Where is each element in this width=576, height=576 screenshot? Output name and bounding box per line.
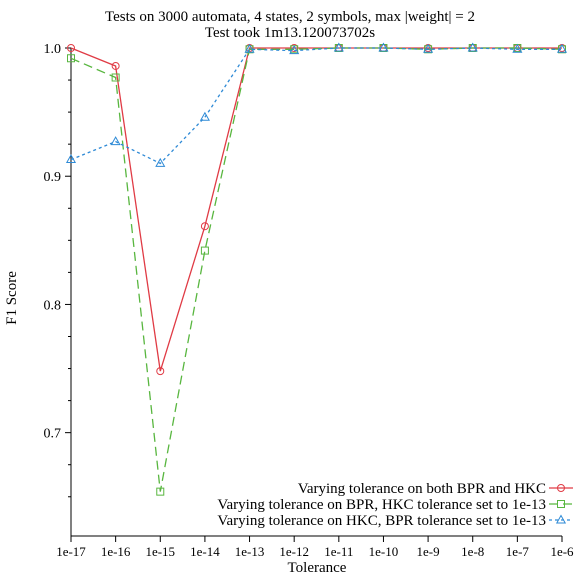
data-point — [67, 44, 75, 52]
data-point — [199, 111, 210, 121]
x-tick-label: 1e-17 — [56, 544, 86, 559]
legend-marker — [555, 514, 567, 524]
y-axis-label: F1 Score — [4, 271, 20, 325]
x-tick-label: 1e-15 — [145, 544, 175, 559]
series-line — [70, 47, 562, 372]
data-point — [378, 42, 389, 52]
data-point — [200, 246, 209, 255]
legend-item-1: Varying tolerance on both BPR and HKC — [298, 481, 573, 497]
data-point — [155, 157, 166, 167]
legend-label: Varying tolerance on BPR, HKC tolerance … — [217, 497, 546, 513]
data-point — [156, 487, 165, 496]
data-point — [467, 42, 478, 52]
y-tick-label: 1.0 — [44, 42, 62, 57]
chart-subtitle: Test took 1m13.120073702s — [205, 25, 375, 41]
x-tick-label: 1e-11 — [324, 544, 353, 559]
x-tick-label: 1e-8 — [461, 544, 484, 559]
legend-item-3: Varying tolerance on HKC, BPR tolerance … — [217, 513, 573, 529]
chart-title: Tests on 3000 automata, 4 states, 2 symb… — [105, 9, 475, 25]
x-tick-label: 1e-7 — [506, 544, 530, 559]
series-2 — [67, 44, 566, 496]
legend: Varying tolerance on both BPR and HKCVar… — [217, 481, 573, 529]
legend-marker — [557, 484, 565, 492]
data-point — [244, 43, 255, 53]
y-tick-label: 0.7 — [44, 427, 62, 442]
y-tick-label: 0.8 — [44, 298, 62, 313]
legend-marker — [557, 500, 565, 508]
x-tick-label: 1e-6 — [550, 544, 574, 559]
data-point — [156, 367, 165, 376]
data-point — [111, 61, 120, 70]
data-point — [65, 154, 77, 164]
x-tick-label: 1e-12 — [279, 544, 309, 559]
legend-item-2: Varying tolerance on BPR, HKC tolerance … — [217, 497, 573, 513]
series-line — [70, 47, 562, 165]
x-tick-label: 1e-10 — [369, 544, 399, 559]
legend-label: Varying tolerance on both BPR and HKC — [298, 481, 546, 497]
data-point — [110, 136, 121, 146]
series-line — [70, 47, 563, 492]
x-tick-label: 1e-13 — [235, 544, 265, 559]
series-3 — [65, 42, 568, 167]
data-point — [289, 45, 300, 55]
chart-axes: 0.7 0.8 0.9 1.0 1e-17 1e-16 1e-15 1e-14 1e-13 1e-… — [44, 42, 575, 559]
legend-label: Varying tolerance on HKC, BPR tolerance … — [217, 513, 546, 529]
data-point — [111, 73, 120, 82]
series-layer — [65, 42, 568, 496]
data-point — [200, 222, 209, 231]
x-tick-label: 1e-16 — [101, 544, 131, 559]
data-point — [333, 42, 344, 52]
data-point — [556, 43, 568, 53]
x-tick-label: 1e-9 — [417, 544, 440, 559]
y-tick-label: 0.9 — [44, 170, 62, 185]
data-point — [67, 54, 75, 63]
x-axis-label: Tolerance — [288, 560, 347, 576]
x-tick-label: 1e-14 — [190, 544, 220, 559]
data-point — [423, 43, 434, 53]
data-point — [512, 43, 523, 53]
